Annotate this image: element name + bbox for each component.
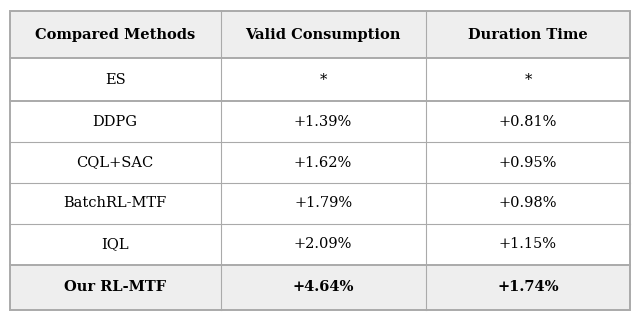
Text: Our RL-MTF: Our RL-MTF	[64, 280, 166, 294]
Bar	[10, 265, 221, 310]
Text: +0.95%: +0.95%	[499, 156, 557, 169]
Bar	[426, 101, 630, 142]
Text: Compared Methods: Compared Methods	[35, 28, 195, 42]
Text: +0.98%: +0.98%	[499, 196, 557, 211]
Bar	[221, 101, 426, 142]
Bar	[426, 11, 630, 58]
Text: Duration Time: Duration Time	[468, 28, 588, 42]
Bar	[426, 224, 630, 265]
Text: IQL: IQL	[101, 237, 129, 251]
Bar	[10, 58, 221, 101]
Text: +0.81%: +0.81%	[499, 115, 557, 129]
Text: +4.64%: +4.64%	[292, 280, 354, 294]
Bar	[221, 265, 426, 310]
Bar	[10, 224, 221, 265]
Text: +2.09%: +2.09%	[294, 237, 352, 251]
Text: BatchRL-MTF: BatchRL-MTF	[63, 196, 167, 211]
Bar	[221, 11, 426, 58]
Bar	[10, 101, 221, 142]
Text: ES: ES	[105, 73, 125, 87]
Bar	[10, 11, 221, 58]
Text: +1.15%: +1.15%	[499, 237, 557, 251]
Bar	[221, 224, 426, 265]
Text: +1.39%: +1.39%	[294, 115, 352, 129]
Bar	[426, 183, 630, 224]
Bar	[426, 142, 630, 183]
Text: *: *	[524, 73, 532, 87]
Text: DDPG: DDPG	[93, 115, 138, 129]
Bar	[221, 142, 426, 183]
Text: +1.74%: +1.74%	[497, 280, 559, 294]
Bar	[221, 183, 426, 224]
Bar	[426, 265, 630, 310]
Bar	[10, 142, 221, 183]
Text: *: *	[319, 73, 327, 87]
Text: CQL+SAC: CQL+SAC	[77, 156, 154, 169]
Text: +1.79%: +1.79%	[294, 196, 352, 211]
Text: +1.62%: +1.62%	[294, 156, 352, 169]
Text: Valid Consumption: Valid Consumption	[245, 28, 401, 42]
Bar	[221, 58, 426, 101]
Bar	[10, 183, 221, 224]
Bar	[426, 58, 630, 101]
